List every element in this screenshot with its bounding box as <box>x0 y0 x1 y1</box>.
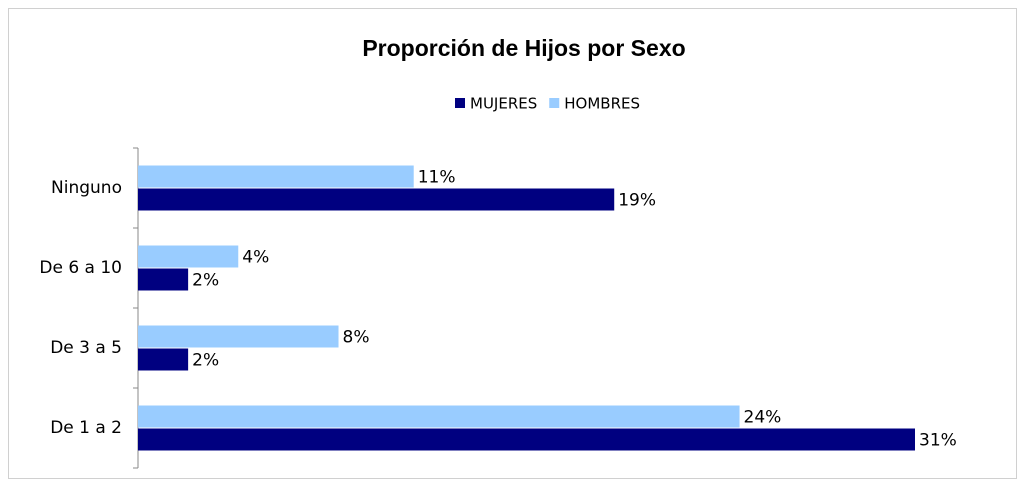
legend-label: MUJERES <box>470 95 537 113</box>
data-label: 24% <box>744 408 782 428</box>
bar <box>138 268 189 291</box>
bar <box>138 405 740 428</box>
data-label: 4% <box>242 248 269 268</box>
data-label: 31% <box>919 431 957 451</box>
data-label: 2% <box>192 271 219 291</box>
bar <box>138 325 339 348</box>
bar <box>138 348 189 371</box>
data-label: 19% <box>618 191 656 211</box>
bar <box>138 188 615 211</box>
y-tick-label: De 6 a 10 <box>39 258 122 278</box>
legend-swatch <box>455 98 465 108</box>
bar <box>138 428 915 451</box>
data-label: 8% <box>343 328 370 348</box>
bar <box>138 245 239 268</box>
legend-label: HOMBRES <box>564 95 640 113</box>
data-label: 2% <box>192 351 219 371</box>
data-label: 11% <box>418 168 456 188</box>
chart-title: Proporción de Hijos por Sexo <box>362 35 685 61</box>
chart-frame <box>8 8 1017 479</box>
legend-swatch <box>549 98 560 108</box>
bar <box>138 165 414 188</box>
y-tick-label: De 1 a 2 <box>50 418 122 438</box>
y-tick-label: Ninguno <box>51 178 122 198</box>
y-tick-label: De 3 a 5 <box>50 338 122 358</box>
